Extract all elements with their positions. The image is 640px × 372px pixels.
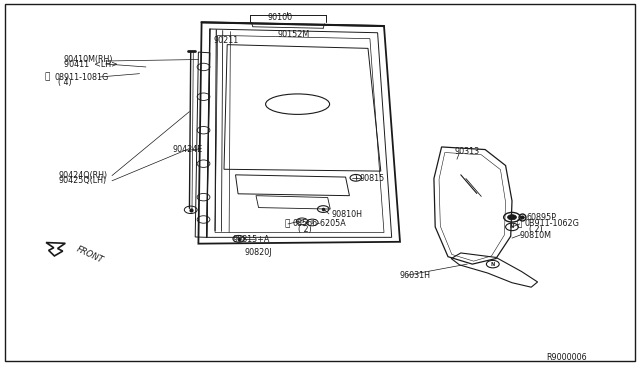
Text: ( 4): ( 4) <box>58 78 71 87</box>
Text: 08911-1081G: 08911-1081G <box>54 73 109 81</box>
Text: 0B911-1062G: 0B911-1062G <box>525 219 580 228</box>
Text: 08566-6205A: 08566-6205A <box>292 219 346 228</box>
Text: 90424E: 90424E <box>173 145 203 154</box>
Text: 90424Q(RH): 90424Q(RH) <box>59 171 108 180</box>
Text: 90815+A: 90815+A <box>232 235 269 244</box>
Text: Ⓝ: Ⓝ <box>45 73 50 81</box>
Text: Ⓝ: Ⓝ <box>516 219 522 228</box>
Text: S: S <box>311 220 314 225</box>
Text: 90152M: 90152M <box>278 30 310 39</box>
Text: 90815: 90815 <box>360 174 385 183</box>
Text: 96031H: 96031H <box>399 271 430 280</box>
Text: N: N <box>510 224 514 230</box>
Text: 90410M(RH): 90410M(RH) <box>64 55 113 64</box>
Text: S: S <box>301 219 303 224</box>
Text: ( 2): ( 2) <box>298 225 311 234</box>
Text: ( 2): ( 2) <box>529 225 542 234</box>
Text: R9000006: R9000006 <box>547 353 587 362</box>
Polygon shape <box>46 243 65 256</box>
Text: 90810H: 90810H <box>332 210 362 219</box>
Text: 90313: 90313 <box>454 147 479 156</box>
Text: 60895P: 60895P <box>527 213 557 222</box>
Text: Ⓢ: Ⓢ <box>285 219 290 228</box>
Text: 90211: 90211 <box>213 36 238 45</box>
Text: 90820J: 90820J <box>244 248 272 257</box>
Text: 90425Q(LH): 90425Q(LH) <box>59 176 107 185</box>
Circle shape <box>508 215 516 220</box>
Text: 90810M: 90810M <box>520 231 552 240</box>
Text: FRONT: FRONT <box>75 244 105 264</box>
Text: N: N <box>491 262 495 267</box>
Text: 90411  <LH>: 90411 <LH> <box>64 60 118 69</box>
Text: 90100: 90100 <box>268 13 292 22</box>
